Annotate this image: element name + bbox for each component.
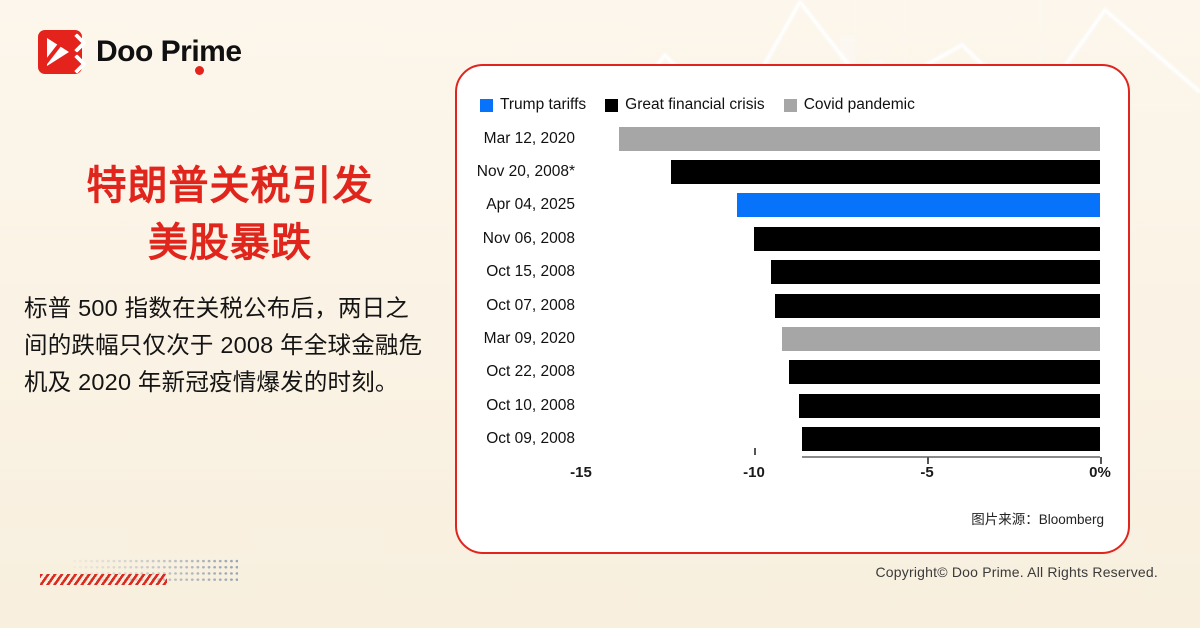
legend-item: Great financial crisis: [605, 96, 765, 114]
bar-row: Oct 09, 2008: [457, 423, 1100, 456]
row-plot-area: [575, 322, 1100, 355]
logo-text: Doo Prime: [96, 35, 242, 68]
legend-swatch-icon: [605, 98, 619, 112]
bar: [781, 327, 1100, 352]
bar: [774, 293, 1100, 318]
row-label: Mar 12, 2020: [483, 129, 575, 147]
bar-row: Oct 07, 2008: [457, 289, 1100, 322]
legend-label: Covid pandemic: [803, 96, 915, 113]
chart-legend: Trump tariffs Great financial crisis Covid…: [480, 96, 915, 114]
copyright-text: Copyright© Doo Prime. All Rights Reserve…: [875, 564, 1158, 580]
x-axis-label: -5: [920, 464, 934, 481]
legend-item: Trump tariffs: [480, 96, 586, 114]
row-label: Apr 04, 2025: [486, 196, 575, 214]
legend-swatch-icon: [480, 98, 493, 112]
source-note: 图片来源：Bloomberg: [971, 512, 1104, 527]
bar: [671, 160, 1100, 185]
decor-red-stripes: [40, 574, 167, 585]
bar: [754, 226, 1100, 251]
legend-label: Trump tariffs: [500, 96, 587, 113]
row-label: Mar 09, 2020: [483, 330, 575, 348]
row-label: Oct 10, 2008: [486, 396, 575, 414]
x-axis-line: [802, 456, 1100, 458]
row-plot-area: [575, 189, 1100, 222]
x-axis-tick: [927, 457, 929, 464]
bar: [736, 193, 1100, 218]
bar: [619, 126, 1100, 151]
bar: [771, 260, 1100, 285]
x-axis-label: 0%: [1089, 464, 1111, 481]
x-axis-tick: [754, 448, 756, 455]
bar-row: Oct 10, 2008: [457, 389, 1100, 422]
row-plot-area: [575, 389, 1100, 422]
row-plot-area: [575, 423, 1100, 456]
row-plot-area: [575, 256, 1100, 289]
logo-i-dot: [195, 66, 204, 75]
bar-row: Nov 06, 2008: [457, 222, 1100, 255]
bar-row: Oct 15, 2008: [457, 256, 1100, 289]
row-label: Oct 15, 2008: [486, 263, 575, 281]
bar-row: Mar 12, 2020: [457, 122, 1100, 155]
chart-card: Trump tariffs Great financial crisis Covid…: [455, 64, 1130, 554]
row-plot-area: [575, 122, 1100, 155]
bar-row: Apr 04, 2025: [457, 189, 1100, 222]
chart-rows: Mar 12, 2020 Nov 20, 2008* Apr 04, 2025 Nov…: [457, 122, 1100, 456]
legend-swatch-icon: [783, 98, 797, 112]
bar-row: Mar 09, 2020: [457, 322, 1100, 355]
bar: [802, 427, 1100, 452]
row-plot-area: [575, 155, 1100, 188]
x-axis-label: -15: [570, 464, 592, 481]
row-label: Nov 20, 2008*: [476, 163, 575, 181]
headline-line-2: 美股暴跌: [148, 221, 312, 265]
legend-label: Great financial crisis: [625, 96, 765, 113]
x-axis-label: -10: [743, 464, 765, 481]
x-axis-tick: [1100, 457, 1102, 464]
bar: [788, 360, 1100, 385]
headline-line-1: 特朗普关税引发: [86, 164, 374, 208]
doo-prime-logo: Doo Prime: [38, 30, 242, 75]
doo-prime-logo-icon: [38, 30, 87, 74]
row-label: Oct 22, 2008: [486, 363, 575, 381]
bar-row: Oct 22, 2008: [457, 356, 1100, 389]
legend-item: Covid pandemic: [783, 96, 915, 114]
bar: [799, 393, 1100, 418]
row-plot-area: [575, 289, 1100, 322]
headline: 特朗普关税引发 美股暴跌: [20, 158, 440, 272]
row-label: Nov 06, 2008: [482, 229, 575, 247]
row-plot-area: [575, 356, 1100, 389]
row-label: Oct 07, 2008: [486, 296, 575, 314]
row-label: Oct 09, 2008: [486, 430, 575, 448]
bar-row: Nov 20, 2008*: [457, 155, 1100, 188]
body-text: 标普 500 指数在关税公布后，两日之 间的跌幅只仅次于 2008 年全球金融危…: [24, 295, 423, 395]
row-plot-area: [575, 222, 1100, 255]
